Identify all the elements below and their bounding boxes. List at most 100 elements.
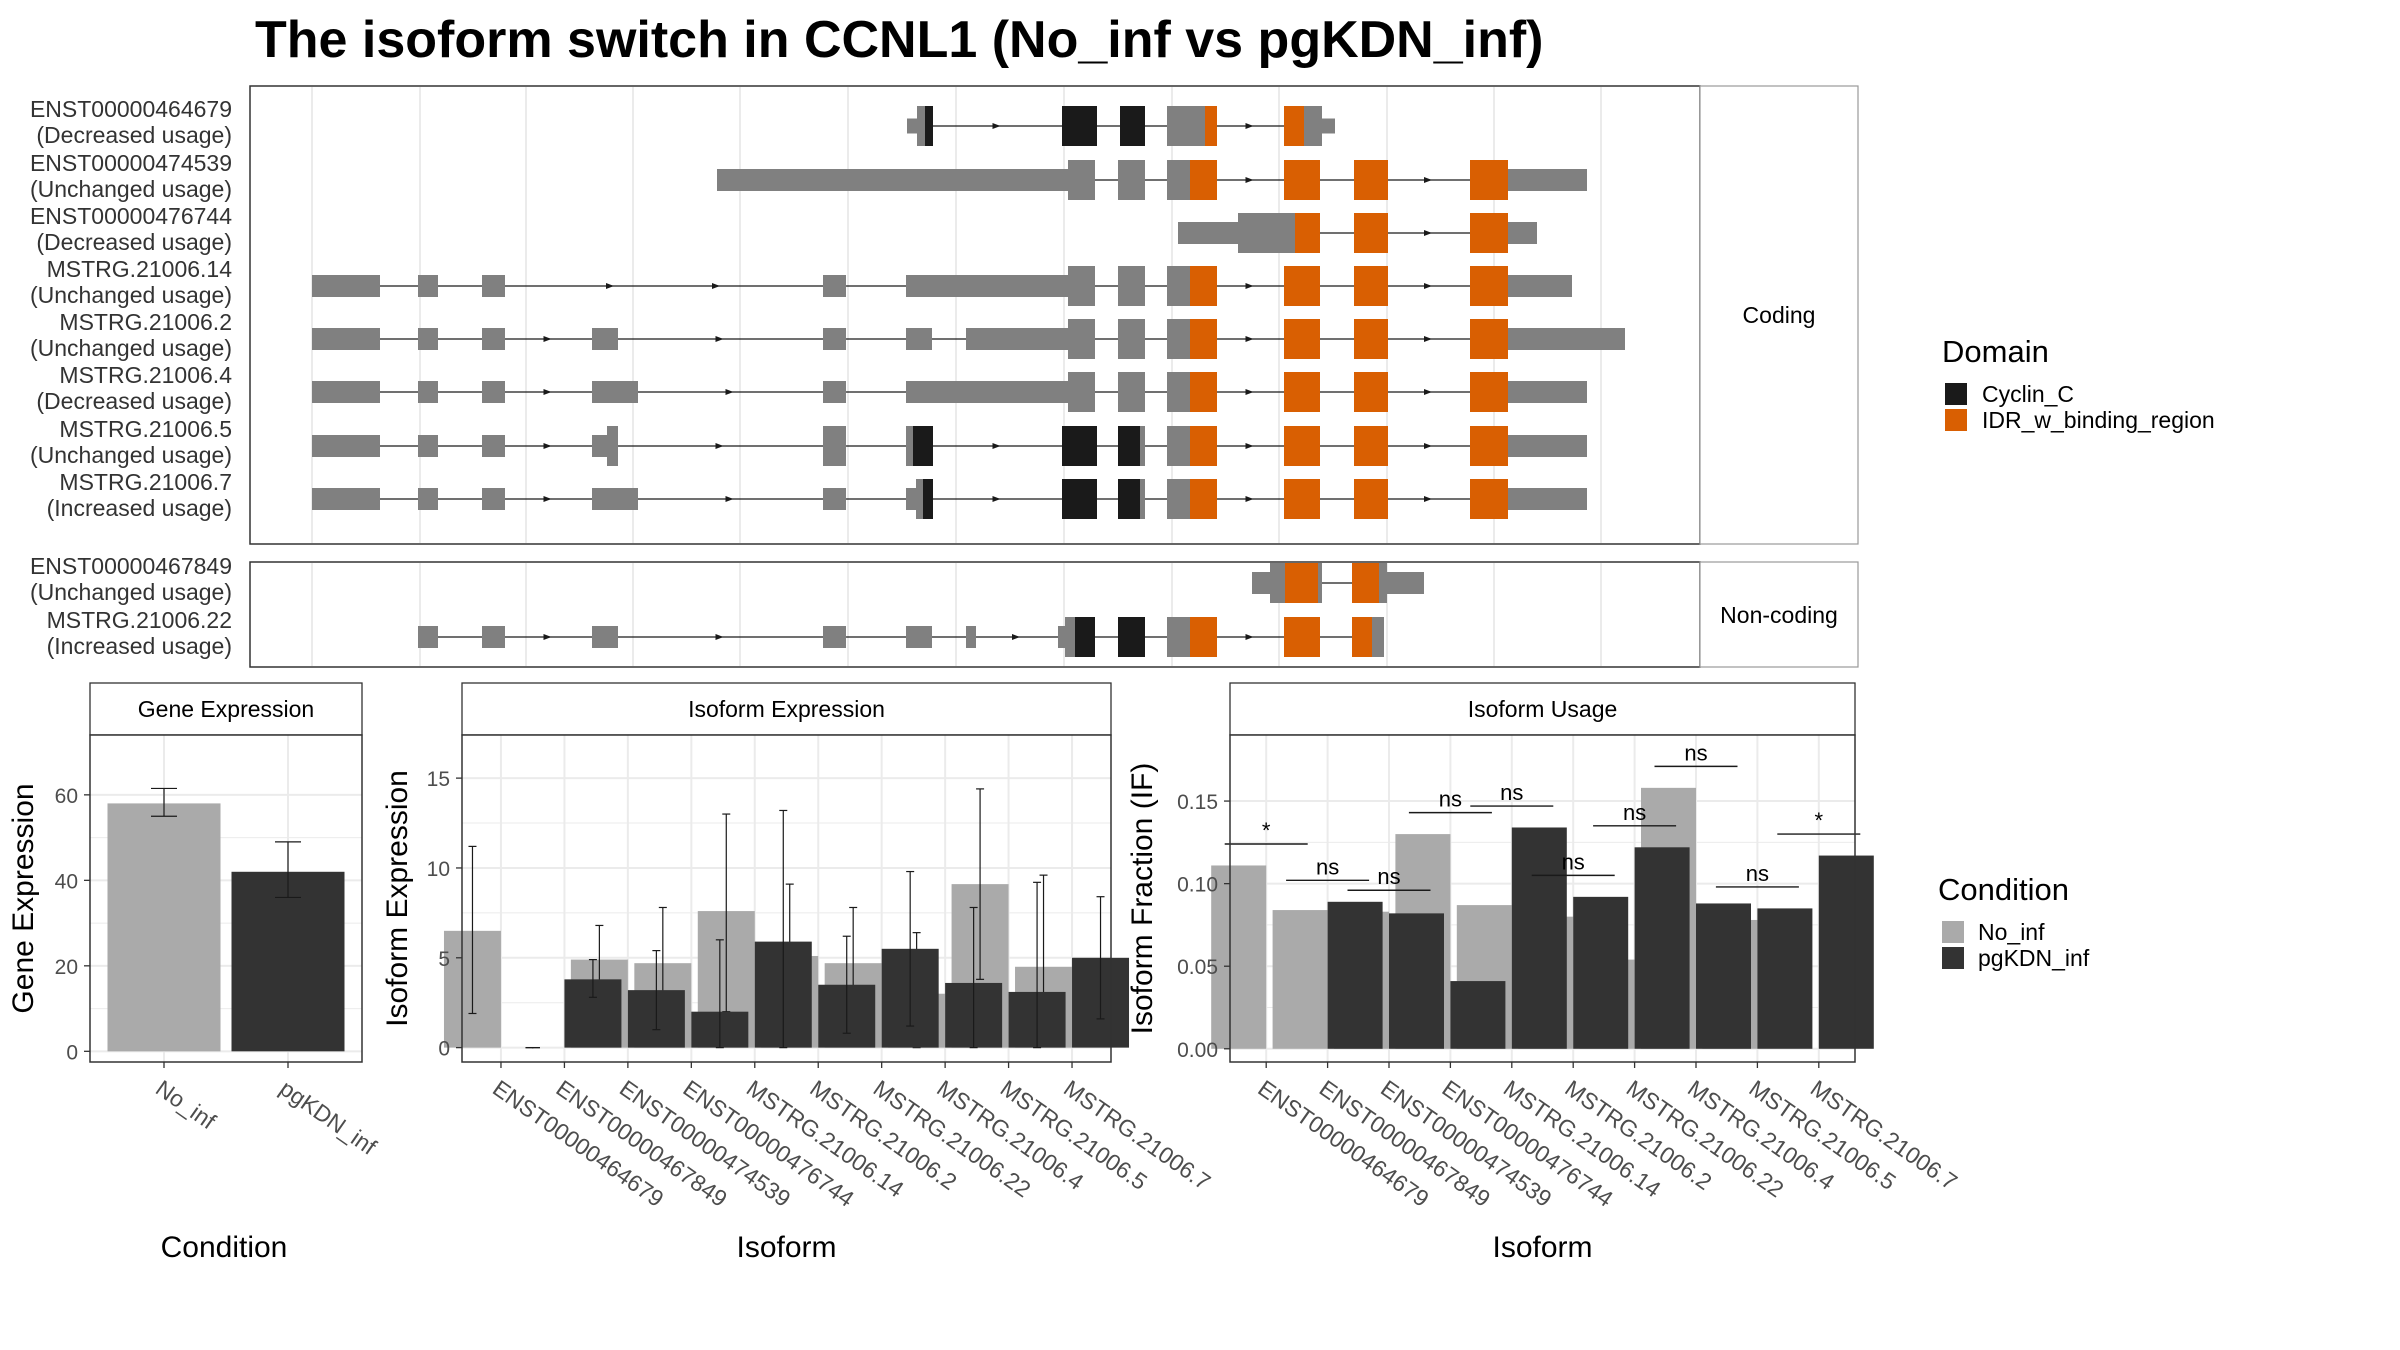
y-tick-label: 0.00 bbox=[1177, 1039, 1218, 1062]
idr-domain-exon bbox=[1190, 160, 1217, 200]
isoform-name-label: ENST00000464679 bbox=[30, 96, 232, 122]
intron-arrow bbox=[543, 443, 552, 449]
exon-block bbox=[1058, 626, 1065, 648]
exon-block bbox=[906, 275, 1068, 297]
exon-block bbox=[1252, 572, 1270, 594]
panel-strip-label: Gene Expression bbox=[138, 696, 314, 722]
exon-block bbox=[906, 381, 1068, 403]
x-axis-title: Condition bbox=[161, 1231, 288, 1264]
isoform-track bbox=[312, 426, 1587, 466]
intron-arrow bbox=[543, 496, 552, 502]
isoform-name-label: MSTRG.21006.14 bbox=[47, 256, 233, 282]
legend-swatch-cyclin bbox=[1945, 383, 1967, 405]
idr-domain-exon bbox=[1205, 106, 1217, 146]
isoform-usage-label: (Unchanged usage) bbox=[30, 579, 232, 605]
idr-domain-exon bbox=[1190, 266, 1217, 306]
y-axis-title: Isoform Expression bbox=[381, 770, 414, 1027]
panel-strip-label: Isoform Usage bbox=[1468, 696, 1618, 722]
idr-domain-exon bbox=[1284, 160, 1320, 200]
y-tick-label: 0.15 bbox=[1177, 791, 1218, 814]
isoform-track bbox=[312, 479, 1587, 519]
cyclin-domain-exon bbox=[1062, 426, 1097, 466]
y-axis-title: Isoform Fraction (IF) bbox=[1126, 763, 1159, 1035]
x-tick-label: No_inf bbox=[151, 1075, 221, 1135]
intron-arrow bbox=[992, 123, 1001, 129]
idr-domain-exon bbox=[1354, 160, 1388, 200]
legend-label-no-inf: No_inf bbox=[1978, 919, 2045, 945]
exon-block bbox=[823, 381, 846, 403]
isoform-usage-label: (Unchanged usage) bbox=[30, 442, 232, 468]
idr-domain-exon bbox=[1295, 213, 1320, 253]
significance-label: ns bbox=[1623, 800, 1646, 825]
exon-block bbox=[1118, 372, 1145, 412]
exon-block bbox=[1322, 118, 1335, 134]
intron-arrow bbox=[1245, 177, 1254, 183]
y-tick-label: 40 bbox=[55, 870, 78, 893]
isoform-name-label: MSTRG.21006.4 bbox=[59, 362, 232, 388]
exon-block bbox=[823, 275, 846, 297]
cyclin-domain-exon bbox=[923, 479, 933, 519]
exon-block bbox=[1508, 328, 1625, 350]
isoform-usage-label: (Increased usage) bbox=[47, 495, 232, 521]
coding-strip bbox=[1699, 85, 1859, 545]
panel-border bbox=[461, 734, 1112, 1063]
cyclin-domain-exon bbox=[1118, 426, 1140, 466]
intron-arrow bbox=[1245, 123, 1254, 129]
legend-label-idr: IDR_w_binding_region bbox=[1982, 407, 2215, 433]
exon-block bbox=[418, 328, 438, 350]
intron-arrow bbox=[1012, 634, 1020, 640]
isoform-usage-label: (Unchanged usage) bbox=[30, 176, 232, 202]
isoform-name-label: MSTRG.21006.7 bbox=[59, 469, 232, 495]
exon-block bbox=[1508, 275, 1572, 297]
intron-arrow bbox=[1424, 389, 1432, 395]
intron-arrow bbox=[1245, 496, 1254, 502]
idr-domain-exon bbox=[1354, 372, 1388, 412]
significance-label: ns bbox=[1500, 780, 1523, 805]
cyclin-domain-exon bbox=[925, 106, 933, 146]
exon-block bbox=[823, 426, 846, 466]
bar-pgKDN_inf bbox=[1696, 903, 1751, 1049]
exon-block bbox=[1118, 319, 1145, 359]
exon-block bbox=[1140, 426, 1145, 466]
noncoding-panel: Non-coding bbox=[249, 561, 1859, 668]
exon-block bbox=[418, 626, 438, 648]
exon-block bbox=[1068, 266, 1095, 306]
exon-block bbox=[592, 328, 618, 350]
exon-block bbox=[1167, 426, 1190, 466]
y-tick-label: 15 bbox=[427, 768, 450, 791]
exon-block bbox=[1068, 319, 1095, 359]
exon-block bbox=[312, 328, 380, 350]
cyclin-domain-exon bbox=[1118, 479, 1140, 519]
exon-block bbox=[592, 435, 607, 457]
exon-block bbox=[312, 381, 380, 403]
exon-block bbox=[592, 626, 618, 648]
legend-swatch-no-inf bbox=[1942, 921, 1964, 943]
y-tick-label: 0.10 bbox=[1177, 874, 1218, 897]
exon-block bbox=[1508, 222, 1537, 244]
exon-block bbox=[906, 328, 932, 350]
idr-domain-exon bbox=[1352, 563, 1379, 603]
intron-arrow bbox=[992, 496, 1001, 502]
exon-block bbox=[1167, 617, 1190, 657]
exon-block bbox=[482, 275, 505, 297]
intron-arrow bbox=[543, 634, 552, 640]
significance-label: ns bbox=[1439, 787, 1462, 812]
idr-domain-exon bbox=[1354, 479, 1388, 519]
exon-block bbox=[906, 626, 932, 648]
y-tick-label: 20 bbox=[55, 956, 78, 979]
idr-domain-exon bbox=[1470, 372, 1508, 412]
idr-domain-exon bbox=[1354, 319, 1388, 359]
idr-domain-exon bbox=[1470, 426, 1508, 466]
exon-block bbox=[1387, 572, 1424, 594]
legend-swatch-idr bbox=[1945, 409, 1967, 431]
exon-block bbox=[1318, 563, 1322, 603]
exon-block bbox=[823, 626, 846, 648]
bar-pgKDN_inf bbox=[1757, 908, 1813, 1049]
exon-block bbox=[418, 435, 438, 457]
exon-block bbox=[823, 488, 846, 510]
exon-block bbox=[907, 118, 917, 134]
intron-arrow bbox=[712, 283, 720, 289]
idr-domain-exon bbox=[1284, 617, 1320, 657]
domain-legend: Domain Cyclin_C IDR_w_binding_region bbox=[1942, 334, 2215, 433]
x-tick-label: pgKDN_inf bbox=[275, 1075, 382, 1160]
